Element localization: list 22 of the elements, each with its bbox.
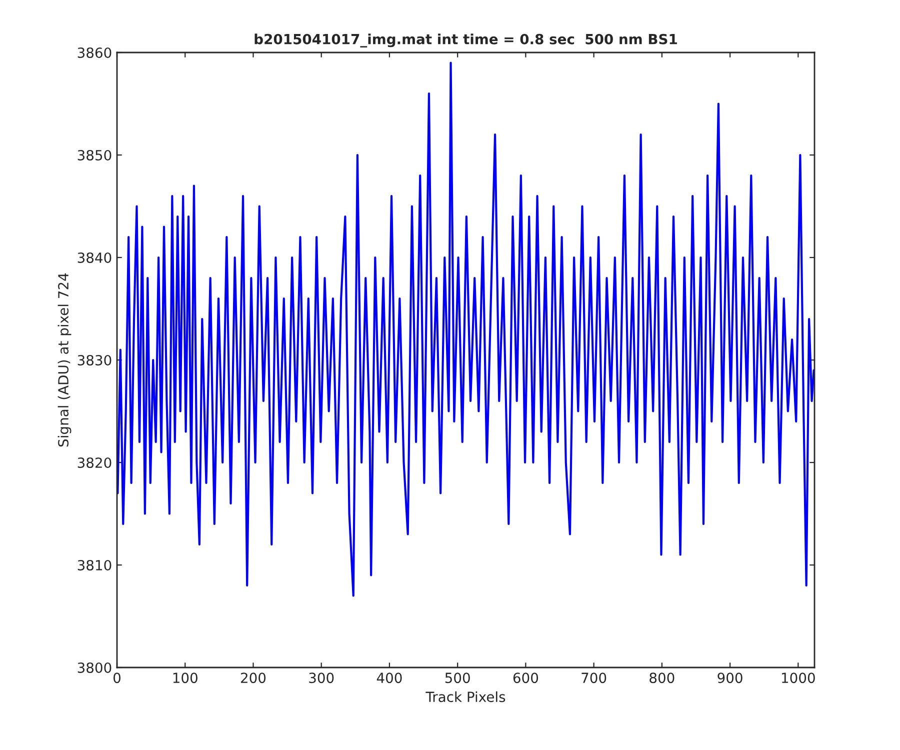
x-tick-label: 1000	[782, 672, 815, 684]
y-tick-label: 3800	[78, 662, 112, 673]
y-tick-label: 3850	[78, 150, 112, 160]
chart-title: b2015041017_img.mat int time = 0.8 sec 500 nm BS1	[254, 34, 677, 48]
x-tick-label: 400	[376, 672, 402, 684]
line-series	[117, 62, 814, 597]
x-tick-label: 600	[513, 672, 538, 684]
x-tick-label: 900	[718, 672, 742, 684]
x-tick-label: 700	[582, 672, 606, 684]
x-tick-label: 0	[113, 672, 120, 684]
y-tick-label: 3820	[78, 457, 112, 468]
y-tick-label: 3830	[78, 354, 112, 366]
x-tick-label: 200	[240, 672, 266, 684]
y-axis-title: Signal (ADU) at pixel 724	[58, 273, 72, 447]
x-tick-label: 300	[309, 672, 334, 684]
x-tick-label: 100	[173, 672, 198, 684]
y-tick-label: 3840	[78, 252, 112, 263]
y-tick-label: 3860	[78, 47, 112, 58]
x-tick-label: 800	[650, 672, 674, 684]
y-tick-label: 3810	[78, 560, 112, 570]
x-axis-title: Track Pixels	[426, 691, 506, 702]
x-tick-label: 500	[445, 672, 470, 684]
